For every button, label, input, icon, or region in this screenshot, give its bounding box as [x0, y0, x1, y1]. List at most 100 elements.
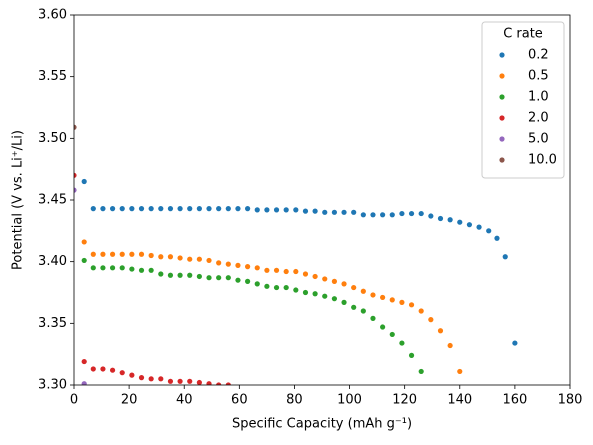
x-tick-label: 20 — [121, 393, 138, 408]
data-point — [399, 340, 405, 346]
y-tick-label: 3.35 — [38, 316, 67, 331]
data-point — [158, 271, 164, 277]
data-point — [331, 296, 337, 302]
data-point — [119, 251, 125, 257]
x-tick-label: 80 — [286, 393, 303, 408]
data-point — [206, 381, 212, 385]
data-point — [360, 212, 366, 218]
data-point — [90, 265, 96, 271]
x-tick-label: 120 — [392, 393, 417, 408]
data-point — [138, 267, 145, 273]
y-tick-label: 3.55 — [38, 69, 67, 84]
data-point — [90, 366, 96, 372]
x-tick-label: 60 — [231, 393, 248, 408]
data-point — [216, 260, 222, 266]
data-point — [81, 381, 87, 385]
data-point — [167, 272, 174, 278]
data-point — [129, 266, 135, 272]
data-point — [283, 207, 289, 213]
data-point — [360, 288, 366, 294]
data-point — [512, 340, 518, 346]
data-point — [370, 212, 376, 218]
data-point — [380, 212, 386, 218]
data-point — [254, 265, 260, 271]
data-point — [302, 208, 309, 214]
data-point — [138, 375, 145, 381]
legend-marker — [499, 115, 505, 121]
data-point — [254, 281, 260, 287]
data-point — [408, 352, 415, 358]
data-point — [437, 328, 444, 334]
data-point — [245, 278, 251, 284]
data-point — [100, 265, 106, 271]
legend-label: 5.0 — [528, 132, 549, 147]
x-tick-label: 100 — [337, 393, 362, 408]
data-point — [494, 235, 500, 241]
data-point — [225, 382, 231, 385]
data-point — [389, 212, 395, 218]
data-point — [235, 277, 241, 283]
data-point — [447, 342, 453, 349]
data-point — [90, 251, 96, 257]
x-tick-label: 40 — [176, 393, 193, 408]
data-point — [293, 287, 299, 293]
data-point — [90, 206, 96, 212]
data-point — [360, 308, 366, 314]
legend-label: 10.0 — [528, 153, 557, 168]
data-point — [167, 254, 174, 260]
data-point — [129, 206, 135, 212]
data-point — [187, 378, 193, 384]
data-point — [447, 217, 453, 223]
data-point — [312, 273, 318, 280]
data-point — [235, 262, 241, 268]
data-point — [196, 379, 202, 385]
data-point — [206, 275, 212, 281]
data-point — [81, 358, 87, 365]
data-point — [129, 372, 135, 378]
data-point — [351, 304, 357, 310]
data-point — [264, 207, 270, 213]
data-point — [302, 289, 309, 296]
data-point — [81, 178, 87, 185]
data-point — [81, 239, 87, 245]
data-point — [158, 376, 164, 382]
data-point — [322, 276, 328, 282]
x-axis-label: Specific Capacity (mAh g⁻¹) — [232, 417, 412, 432]
data-point — [225, 261, 231, 267]
y-tick-label: 3.40 — [38, 254, 67, 269]
data-point — [109, 206, 116, 212]
data-point — [216, 206, 222, 212]
data-point — [148, 267, 154, 273]
data-point — [341, 209, 347, 215]
data-point — [466, 222, 473, 228]
data-point — [273, 284, 280, 291]
data-point — [389, 297, 395, 303]
data-point — [283, 284, 289, 291]
data-point — [302, 271, 309, 277]
x-tick-label: 0 — [70, 393, 78, 408]
x-tick-label: 180 — [558, 393, 583, 408]
data-point — [187, 206, 193, 212]
data-point — [177, 206, 183, 212]
data-point — [283, 268, 289, 275]
data-point — [206, 257, 212, 264]
data-point — [389, 331, 395, 338]
data-point — [312, 291, 318, 297]
data-point — [399, 299, 405, 305]
data-point — [148, 376, 154, 382]
data-point — [225, 206, 231, 212]
data-point — [100, 366, 106, 372]
data-point — [418, 368, 424, 375]
data-point — [109, 265, 116, 271]
data-point — [119, 265, 125, 271]
data-point — [74, 187, 77, 193]
data-point — [428, 213, 434, 219]
data-point — [245, 264, 251, 270]
x-tick-label: 160 — [502, 393, 527, 408]
legend-label: 2.0 — [528, 111, 549, 126]
data-point — [167, 378, 174, 384]
data-point — [177, 255, 183, 261]
plot-area — [74, 124, 518, 385]
data-point — [273, 267, 280, 273]
